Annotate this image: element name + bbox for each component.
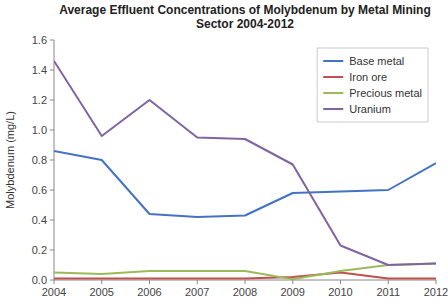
- y-tick-label: 0.4: [32, 214, 47, 226]
- y-tick: [50, 220, 54, 221]
- title-line: Average Effluent Concentrations of Molyb…: [59, 3, 431, 17]
- series-line: [54, 151, 436, 217]
- y-tick: [50, 70, 54, 71]
- y-tick-label: 1.2: [32, 94, 47, 106]
- y-tick-label: 1.0: [32, 124, 47, 136]
- legend-swatch: [323, 76, 343, 78]
- legend: Base metal Iron ore Precious metal Uranium: [317, 48, 428, 122]
- y-tick-label: 1.6: [32, 34, 47, 46]
- y-tick-label: 0.6: [32, 184, 47, 196]
- x-tick-label: 2010: [328, 286, 352, 298]
- series-group: [54, 61, 436, 279]
- y-tick-label: 1.4: [32, 64, 47, 76]
- x-tick: [197, 280, 198, 284]
- legend-label: Precious metal: [349, 87, 422, 99]
- y-axis-label: Molybdenum (mg/L): [4, 111, 16, 209]
- legend-swatch: [323, 60, 343, 62]
- y-tick: [50, 250, 54, 251]
- x-tick: [149, 280, 150, 284]
- y-tick-label: 0.0: [32, 274, 47, 286]
- x-tick-label: 2009: [281, 286, 305, 298]
- plot-area: [54, 40, 436, 280]
- x-tick-label: 2007: [185, 286, 209, 298]
- legend-swatch: [323, 92, 343, 94]
- y-tick: [50, 40, 54, 41]
- x-tick-label: 2006: [137, 286, 161, 298]
- y-tick: [50, 280, 54, 281]
- x-tick: [292, 280, 293, 284]
- x-tick: [101, 280, 102, 284]
- y-tick: [50, 190, 54, 191]
- legend-box: [317, 48, 428, 122]
- x-tick: [388, 280, 389, 284]
- title-line: Sector 2004-2012: [196, 17, 294, 31]
- x-tick: [340, 280, 341, 284]
- y-tick: [50, 160, 54, 161]
- x-tick: [54, 280, 55, 284]
- legend-swatch: [323, 108, 343, 110]
- x-tick-label: 2008: [233, 286, 257, 298]
- y-axis: [54, 40, 55, 280]
- y-tick-label: 0.2: [32, 244, 47, 256]
- title: Average Effluent Concentrations of Molyb…: [59, 3, 431, 31]
- legend-label: Iron ore: [349, 71, 387, 83]
- y-tick-label: 0.8: [32, 154, 47, 166]
- x-tick-label: 2004: [42, 286, 66, 298]
- x-tick-label: 2011: [376, 286, 400, 298]
- x-tick-label: 2012: [424, 286, 448, 298]
- y-tick: [50, 130, 54, 131]
- x-tick: [436, 280, 437, 284]
- series-line: [54, 264, 436, 280]
- legend-label: Uranium: [349, 103, 391, 115]
- legend-label: Base metal: [349, 55, 404, 67]
- series-line: [54, 61, 436, 265]
- x-tick-label: 2005: [90, 286, 114, 298]
- x-axis: [54, 280, 436, 281]
- chart: Average Effluent Concentrations of Molyb…: [0, 0, 448, 306]
- x-tick: [245, 280, 246, 284]
- y-tick: [50, 100, 54, 101]
